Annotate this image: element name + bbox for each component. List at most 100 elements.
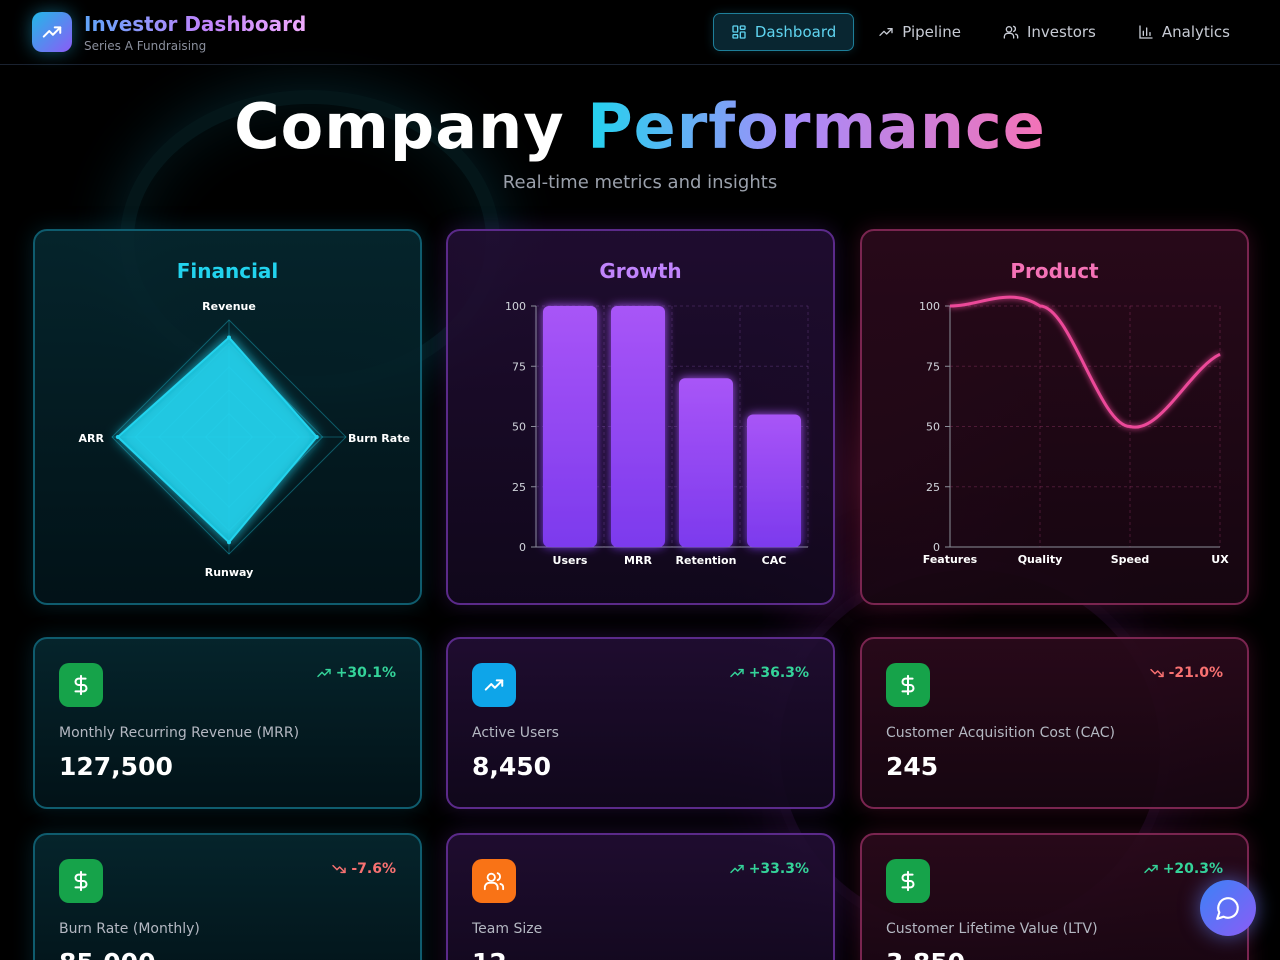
radar-point — [227, 540, 231, 545]
trend-up-icon — [316, 665, 332, 681]
page-title: Company Performance — [0, 90, 1280, 163]
y-tick-label: 25 — [512, 481, 526, 494]
metric-change-value: +36.3% — [748, 665, 809, 681]
metric-change-value: +20.3% — [1162, 861, 1223, 877]
bar-cac[interactable] — [747, 414, 801, 547]
metric-label: Active Users — [472, 725, 559, 741]
bar-mrr[interactable] — [611, 306, 665, 547]
trending-up-icon — [472, 663, 516, 707]
product-series-line — [949, 295, 1221, 429]
metric-card[interactable]: +36.3% Active Users 8,450 — [446, 637, 835, 809]
bar-users[interactable] — [543, 306, 597, 547]
radar-axis-label: ARR — [79, 432, 105, 445]
x-tick-label: Quality — [1018, 553, 1063, 566]
growth-bar-chart: 0 25 50 75 100 Users MRR Retention CAC — [505, 300, 809, 567]
y-tick-label: 0 — [933, 541, 940, 554]
metric-label: Monthly Recurring Revenue (MRR) — [59, 725, 300, 741]
radar-point — [314, 435, 319, 439]
metric-change: +36.3% — [729, 665, 809, 681]
metric-value: 85,000 — [59, 948, 155, 960]
chart-title: Growth — [599, 259, 682, 283]
metric-card[interactable]: -21.0% Customer Acquisition Cost (CAC) 245 — [860, 637, 1249, 809]
metric-change: +33.3% — [729, 861, 809, 877]
metric-value: 12 — [472, 948, 507, 960]
metric-change-value: -7.6% — [351, 861, 396, 877]
metric-card[interactable]: +30.1% Monthly Recurring Revenue (MRR) 127… — [33, 637, 422, 809]
metric-value: 127,500 — [59, 752, 173, 781]
brand-subtitle: Series A Fundraising — [84, 38, 207, 53]
trend-up-icon — [1143, 861, 1159, 877]
chart-title: Product — [1010, 259, 1099, 283]
nav-label: Dashboard — [754, 23, 837, 41]
trend-down-icon — [331, 861, 347, 877]
metric-label: Customer Lifetime Value (LTV) — [886, 921, 1098, 937]
metric-label: Customer Acquisition Cost (CAC) — [886, 725, 1115, 741]
y-tick-label: 100 — [505, 300, 526, 313]
bar-chart-icon — [1139, 25, 1153, 39]
x-tick-label: Retention — [676, 554, 737, 567]
nav-investors[interactable]: Investors — [985, 13, 1114, 51]
nav-label: Pipeline — [902, 23, 961, 41]
metric-value: 245 — [886, 752, 939, 781]
trend-up-icon — [729, 861, 745, 877]
metric-card[interactable]: +33.3% Team Size 12 — [446, 833, 835, 960]
product-chart-card: Product 0 25 50 75 100 Features Quality Speed UX — [860, 229, 1249, 605]
metric-change-value: -21.0% — [1168, 665, 1223, 681]
bar-retention[interactable] — [679, 378, 733, 547]
dollar-icon — [886, 663, 930, 707]
x-tick-label: Features — [923, 553, 978, 566]
users-icon — [472, 859, 516, 903]
metric-label: Burn Rate (Monthly) — [59, 921, 200, 937]
radar-grid-ring — [111, 319, 347, 555]
financial-chart-card: Financial Revenue Burn Rate Runway ARR — [33, 229, 422, 605]
product-line-chart: 0 25 50 75 100 Features Quality Speed UX — [919, 295, 1229, 566]
chat-button[interactable] — [1200, 880, 1256, 936]
metric-change: +20.3% — [1143, 861, 1223, 877]
nav-label: Analytics — [1161, 23, 1230, 41]
y-tick-label: 0 — [519, 541, 526, 554]
nav-analytics[interactable]: Analytics — [1120, 13, 1248, 51]
brand-logo-icon[interactable] — [32, 12, 72, 52]
growth-chart-card: Growth 0 25 50 75 100 Users MRR Retention CAC — [446, 229, 835, 605]
y-tick-label: 25 — [926, 481, 940, 494]
dollar-icon — [59, 663, 103, 707]
metric-value: 3,850 — [886, 948, 965, 960]
grid-icon — [732, 25, 746, 39]
radar-axis-label: Revenue — [202, 300, 256, 313]
nav-dashboard[interactable]: Dashboard — [712, 13, 855, 51]
metric-card[interactable]: +20.3% Customer Lifetime Value (LTV) 3,850 — [860, 833, 1249, 960]
nav-label: Investors — [1026, 23, 1096, 41]
dollar-icon — [59, 859, 103, 903]
radar-point — [115, 435, 120, 439]
x-tick-label: Speed — [1111, 553, 1150, 566]
x-tick-label: CAC — [762, 554, 787, 567]
y-tick-label: 75 — [926, 360, 940, 373]
financial-radar-chart: Revenue Burn Rate Runway ARR — [79, 300, 410, 579]
metric-change: -21.0% — [1149, 665, 1223, 681]
x-tick-label: UX — [1211, 553, 1229, 566]
metric-change-value: +30.1% — [335, 665, 396, 681]
page-title-plain: Company — [234, 90, 565, 163]
metric-card[interactable]: -7.6% Burn Rate (Monthly) 85,000 — [33, 833, 422, 960]
radar-axis-label: Runway — [205, 566, 254, 579]
nav-pipeline[interactable]: Pipeline — [860, 13, 979, 51]
radar-axis-label: Burn Rate — [348, 432, 410, 445]
metric-change: -7.6% — [331, 861, 396, 877]
chat-bubble-icon — [1216, 897, 1239, 920]
metric-change-value: +33.3% — [748, 861, 809, 877]
page-title-accent: Performance — [587, 90, 1046, 163]
y-tick-label: 50 — [926, 421, 940, 434]
dollar-icon — [886, 859, 930, 903]
page-subtitle: Real-time metrics and insights — [502, 172, 778, 193]
top-header: Investor Dashboard Series A Fundraising … — [0, 0, 1280, 65]
chart-title: Financial — [176, 259, 279, 283]
metric-value: 8,450 — [472, 752, 552, 781]
main-nav: Dashboard Pipeline Investors Analytics — [712, 13, 1248, 51]
brand: Investor Dashboard Series A Fundraising — [84, 12, 306, 53]
x-tick-label: Users — [553, 554, 588, 567]
trend-down-icon — [1149, 665, 1165, 681]
metric-label: Team Size — [472, 921, 543, 937]
brand-title: Investor Dashboard — [84, 11, 307, 36]
x-tick-label: MRR — [624, 554, 652, 567]
radar-data-area — [116, 336, 319, 544]
